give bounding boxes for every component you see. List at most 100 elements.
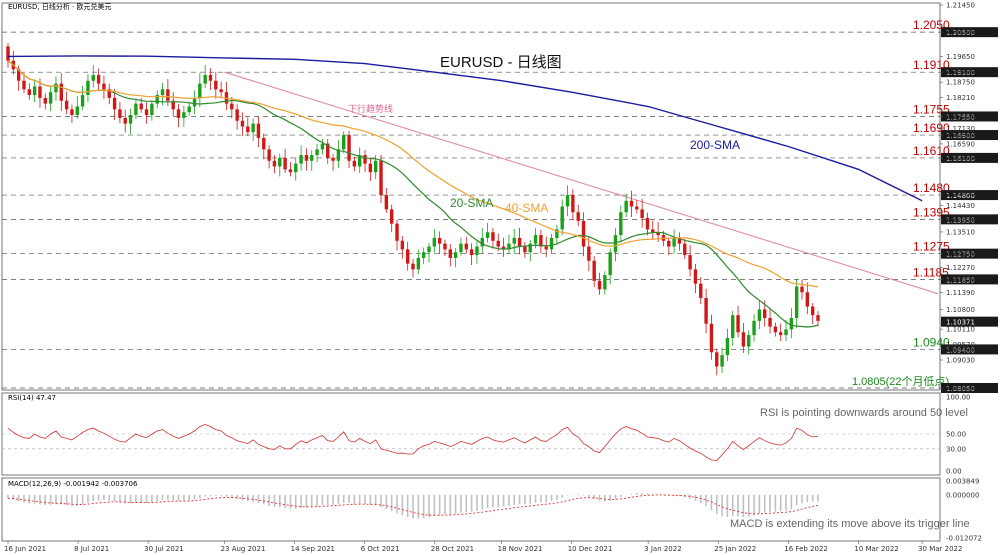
candle-body <box>533 235 538 244</box>
candle-body <box>214 80 218 90</box>
rsi-title: RSI(14) 47.47 <box>8 394 56 402</box>
candle-body <box>427 246 431 253</box>
candle-body <box>384 195 389 210</box>
candle-body <box>347 135 351 161</box>
candle-body <box>123 117 127 124</box>
candle-body <box>603 275 607 290</box>
price-tick-label: 1.11390 <box>946 289 975 297</box>
candle-body <box>794 286 799 318</box>
date-tick-label: 23 Aug 2021 <box>221 545 266 553</box>
candle-body <box>757 309 762 321</box>
rsi-tick-label: 100.00 <box>946 394 971 402</box>
candle-body <box>704 297 708 324</box>
level-label: 1.0805(22个月低点) <box>852 375 949 388</box>
candle-body <box>267 149 271 161</box>
level-label: 1.1395 <box>913 205 950 219</box>
price-tick-label: 1.08050 <box>946 385 975 393</box>
level-axis-tag <box>941 67 998 78</box>
price-tick-label: 1.11850 <box>946 276 975 284</box>
candle-body <box>315 149 319 156</box>
candle-body <box>805 292 810 307</box>
candle-body <box>789 317 794 330</box>
price-tick-label: 1.18750 <box>946 79 975 87</box>
candle-body <box>544 246 548 250</box>
level-axis-tag <box>941 383 998 393</box>
candle-body <box>208 75 213 81</box>
candle-body <box>672 237 676 247</box>
candle-body <box>203 75 207 84</box>
price-tick-label: 1.19100 <box>946 69 975 77</box>
candle-body <box>38 86 42 98</box>
date-tick-label: 8 Jul 2021 <box>74 545 109 553</box>
candle-body <box>640 209 644 218</box>
level-label: 1.1910 <box>913 58 950 72</box>
candle-body <box>576 212 580 221</box>
macd-tick-label: 0.000000 <box>946 491 979 499</box>
horizontal-levels: 1.20501.205001.19101.191001.17551.175501… <box>2 18 998 393</box>
candle-body <box>6 46 10 61</box>
candle-body <box>587 246 591 261</box>
candle-body <box>677 237 682 244</box>
candle-body <box>480 237 484 247</box>
candle-body <box>171 100 175 110</box>
candle-body <box>565 195 570 207</box>
candle-body <box>405 249 410 264</box>
candle-body <box>91 75 95 81</box>
date-tick-label: 6 Oct 2021 <box>361 545 400 553</box>
candle-body <box>363 155 367 164</box>
candle-body <box>128 115 133 124</box>
price-tick-label: 1.13950 <box>946 216 975 224</box>
level-label: 1.1690 <box>913 121 950 135</box>
level-axis-tag <box>941 214 998 225</box>
price-tick-label: 1.09570 <box>946 341 975 349</box>
macd-annotation: MACD is extending its move above its tri… <box>730 518 970 530</box>
candle-body <box>747 335 751 347</box>
candle-body <box>389 209 394 224</box>
candle-body <box>283 157 287 170</box>
candle-body <box>299 155 303 164</box>
candle-body <box>326 143 330 158</box>
candle-body <box>453 252 458 258</box>
candle-body <box>54 83 58 93</box>
price-tick-label: 1.17130 <box>946 125 975 133</box>
candle-body <box>816 315 820 321</box>
macd-title: MACD(12,26,9) -0.001942 -0.003706 <box>8 480 138 488</box>
level-axis-tag-label: 1.14800 <box>946 192 975 200</box>
candle-body <box>187 106 191 113</box>
level-label: 1.1610 <box>913 144 950 158</box>
candle-body <box>699 283 703 298</box>
candle-body <box>373 160 378 173</box>
rsi-tick-label: 50.00 <box>946 431 966 439</box>
current-price-tag <box>941 316 998 327</box>
level-axis-tag-label: 1.11850 <box>946 276 975 284</box>
candle-body <box>235 109 239 121</box>
candle-body <box>400 240 405 250</box>
date-tick-label: 30 Jul 2021 <box>144 545 184 553</box>
current-price-label: 1.10371 <box>946 319 975 327</box>
candle-body <box>800 286 804 293</box>
candle-body <box>437 237 442 244</box>
date-axis: 16 Jun 2021 8 Jul 2021 30 Jul 2021 23 Aug 2… <box>4 541 962 553</box>
macd-tick-label: -0.012072 <box>946 535 982 543</box>
candle-body <box>59 83 63 101</box>
symbol-line: EURUSD, 日线分析 · 欧元兑美元 <box>8 2 112 11</box>
candle-body <box>395 223 399 241</box>
candle-body <box>725 337 730 356</box>
candle-body <box>358 155 362 167</box>
macd-tick-label: 0.003849 <box>946 478 979 486</box>
candle-body <box>219 89 223 93</box>
price-tick-label: 1.19650 <box>946 53 975 61</box>
candle-body <box>469 249 474 256</box>
candle-body <box>48 92 53 104</box>
candle-body <box>752 320 756 336</box>
candle-body <box>155 95 159 104</box>
date-tick-label: 16 Feb 2022 <box>784 545 828 553</box>
level-axis-tag <box>941 130 998 141</box>
price-tick-label: 1.17550 <box>946 113 975 121</box>
candle-body <box>736 315 740 333</box>
trendline <box>224 71 939 295</box>
candle-body <box>16 69 21 81</box>
candle-body <box>778 332 783 336</box>
date-tick-label: 18 Nov 2021 <box>498 545 543 553</box>
